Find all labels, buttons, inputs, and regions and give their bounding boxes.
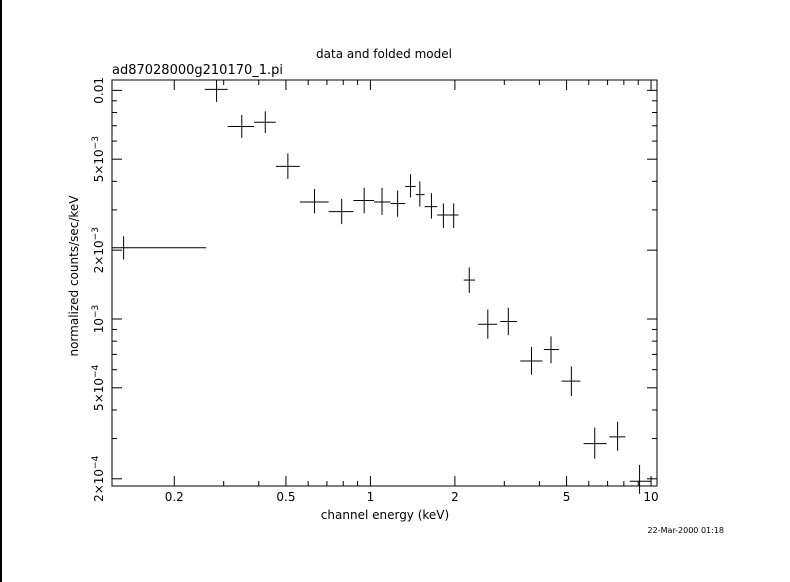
data-point <box>448 203 459 229</box>
data-point <box>424 193 438 219</box>
x-axis-label: channel energy (keV) <box>321 508 449 522</box>
y-tick-label: 2×10−4 <box>91 455 106 502</box>
axis-ticks: 0.2 0.5 1 2 5 10 0.01 5×10−3 2×10−3 10−3 5×10−4 2×1… <box>91 77 659 504</box>
data-point <box>478 309 498 339</box>
data-point <box>437 203 449 229</box>
x-tick-label: 0.5 <box>276 490 295 504</box>
x-tick-label: 2 <box>451 490 459 504</box>
x-tick-label: 10 <box>643 490 658 504</box>
x-tick-label: 0.2 <box>165 490 184 504</box>
data-point <box>543 336 560 364</box>
chart-subtitle: ad87028000g210170_1.pi <box>112 63 283 78</box>
data-point <box>299 189 329 214</box>
y-tick-label: 5×10−3 <box>91 136 106 182</box>
y-axis-label: normalized counts/sec/keV <box>67 195 81 357</box>
data-point <box>353 187 375 214</box>
data-point <box>204 80 228 102</box>
y-tick-label: 5×10−4 <box>91 364 106 411</box>
y-tick-label: 10−3 <box>91 305 106 334</box>
data-point <box>463 267 476 293</box>
y-tick-label: 0.01 <box>92 77 106 104</box>
data-point <box>415 181 425 207</box>
y-tick-label: 2×10−3 <box>91 227 106 273</box>
data-point <box>227 115 255 138</box>
data-point <box>374 187 391 215</box>
data-point <box>328 198 354 225</box>
data-point <box>275 153 300 179</box>
data-point <box>583 427 607 459</box>
data-point <box>561 366 581 397</box>
data-point <box>629 464 652 494</box>
data-point <box>609 421 626 451</box>
x-tick-label: 1 <box>367 490 375 504</box>
x-tick-label: 5 <box>563 490 571 504</box>
data-points <box>112 80 652 494</box>
data-point <box>254 111 276 134</box>
chart-title: data and folded model <box>316 47 452 61</box>
window-left-edge <box>0 0 2 582</box>
data-point <box>520 346 543 375</box>
plot-frame <box>111 79 658 487</box>
timestamp: 22-Mar-2000 01:18 <box>648 526 725 535</box>
data-point <box>405 174 416 198</box>
data-point <box>500 307 518 336</box>
data-point <box>112 236 207 260</box>
data-point <box>390 190 406 217</box>
